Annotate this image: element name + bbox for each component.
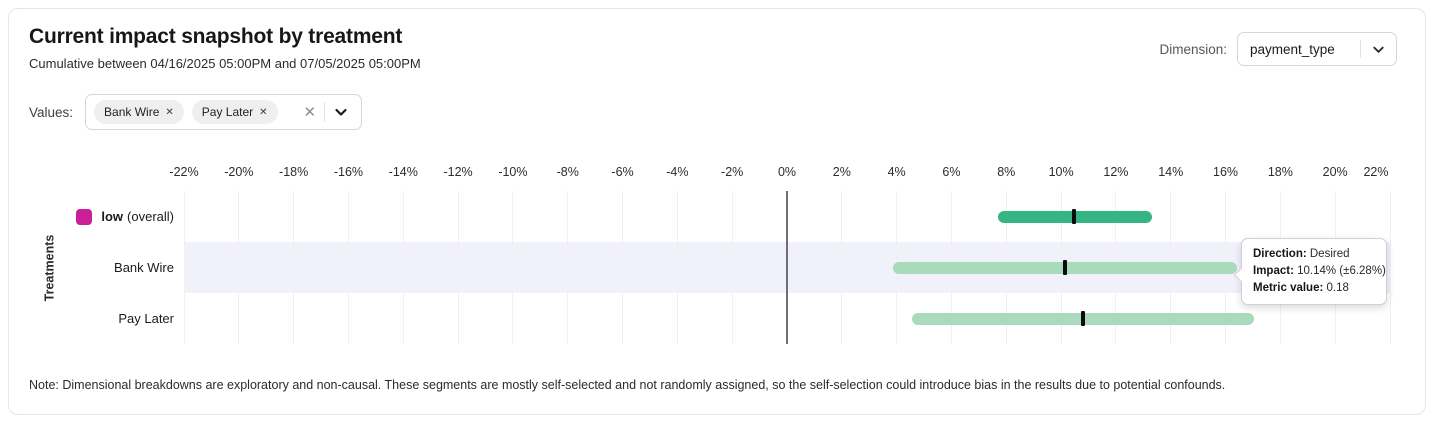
values-filter: Values: Bank Wire ✕ Pay Later ✕ ✕	[29, 94, 363, 130]
dimension-label: Dimension:	[1159, 41, 1227, 57]
x-axis-tick-label: -16%	[333, 165, 364, 179]
x-axis-tick-label: 0%	[777, 165, 797, 179]
value-chip[interactable]: Pay Later ✕	[191, 100, 278, 124]
tooltip-impact-row: Impact: 10.14% (±6.28%)	[1253, 265, 1386, 277]
x-axis-tick-label: 14%	[1158, 165, 1184, 179]
remove-chip-icon[interactable]: ✕	[165, 106, 174, 118]
x-axis-tick-label: 10%	[1048, 165, 1074, 179]
treatment-row-label: Bank Wire	[9, 242, 174, 293]
gridline	[402, 191, 404, 344]
impact-snapshot-card: Current impact snapshot by treatment Cum…	[8, 8, 1426, 415]
gridline	[731, 191, 733, 344]
treatment-row-label: low (overall)	[9, 191, 174, 242]
value-chip-label: Pay Later	[201, 105, 254, 119]
page-title: Current impact snapshot by treatment	[29, 25, 403, 48]
x-axis-tick-label: -18%	[279, 165, 309, 179]
chevron-down-icon	[1371, 42, 1396, 57]
chevron-down-icon[interactable]	[333, 104, 351, 120]
x-axis-tick-label: -22%	[169, 165, 199, 179]
x-axis-tick-label: 22%	[1363, 165, 1389, 179]
x-axis-tick-label: 2%	[832, 165, 851, 179]
values-select-divider	[324, 102, 326, 122]
tooltip-direction-row: Direction: Desired	[1253, 248, 1350, 260]
clear-all-icon[interactable]: ✕	[303, 103, 317, 121]
dimension-select-divider	[1360, 40, 1361, 58]
gridline	[841, 191, 843, 344]
dimension-select[interactable]: payment_type	[1237, 32, 1397, 66]
dimension-control: Dimension: payment_type	[1159, 32, 1397, 66]
value-chip[interactable]: Bank Wire ✕	[94, 100, 184, 124]
row-label-text: low	[101, 209, 124, 224]
point-estimate-tick	[1062, 260, 1067, 275]
gridline	[457, 191, 459, 344]
dimension-selected-value: payment_type	[1250, 41, 1335, 57]
x-axis-tick-label: 16%	[1213, 165, 1239, 179]
value-chip-label: Bank Wire	[104, 105, 160, 119]
row-label-suffix: (overall)	[127, 209, 174, 224]
x-axis-tick-labels: -22% -20% -18% -16% -14% -12% -10% -8% -6% -4% -2%…	[169, 165, 1390, 181]
row-label-text: Bank Wire	[114, 260, 174, 275]
x-axis-tick-label: -14%	[388, 165, 418, 179]
gridline	[567, 191, 569, 344]
x-axis-tick-label: 12%	[1103, 165, 1129, 179]
bar-tooltip: Direction: Desired Impact: 10.14% (±6.28…	[1233, 238, 1387, 305]
remove-chip-icon[interactable]: ✕	[259, 106, 268, 118]
gridline	[1389, 191, 1391, 344]
x-axis-tick-label: -2%	[721, 165, 744, 179]
interval-chart-plot-area	[183, 191, 1391, 344]
gridline	[347, 191, 349, 344]
point-estimate-tick	[1081, 311, 1086, 326]
x-axis-tick-label: 18%	[1267, 165, 1293, 179]
x-axis-tick-label: 20%	[1322, 165, 1348, 179]
treatment-row-label: Pay Later	[9, 293, 174, 344]
x-axis-tick-label: -12%	[443, 165, 473, 179]
tooltip-metric-row: Metric value: 0.18	[1253, 282, 1349, 294]
x-axis-tick-label: -10%	[498, 165, 528, 179]
legend-swatch	[76, 208, 93, 225]
gridline	[512, 191, 514, 344]
x-axis-tick-label: 6%	[942, 165, 961, 179]
zero-axis-line	[786, 191, 788, 344]
chips-container: Bank Wire ✕ Pay Later ✕	[94, 100, 278, 124]
gridline	[676, 191, 678, 344]
x-axis-tick-label: -4%	[666, 165, 689, 179]
disclaimer-note: Note: Dimensional breakdowns are explora…	[29, 378, 1226, 392]
point-estimate-tick	[1071, 209, 1076, 224]
gridline	[238, 191, 240, 344]
values-multiselect[interactable]: Bank Wire ✕ Pay Later ✕ ✕	[85, 94, 363, 130]
x-axis-tick-label: -20%	[224, 165, 254, 179]
gridline	[183, 191, 185, 344]
date-range-subtitle: Cumulative between 04/16/2025 05:00PM an…	[29, 56, 421, 71]
gridline	[293, 191, 295, 344]
x-axis-tick-label: 8%	[997, 165, 1016, 179]
x-axis-tick-label: 4%	[887, 165, 906, 179]
values-label: Values:	[29, 104, 74, 120]
gridline	[622, 191, 624, 344]
row-label-text: Pay Later	[118, 311, 174, 326]
x-axis-tick-label: -6%	[611, 165, 634, 179]
x-axis-tick-label: -8%	[556, 165, 579, 179]
